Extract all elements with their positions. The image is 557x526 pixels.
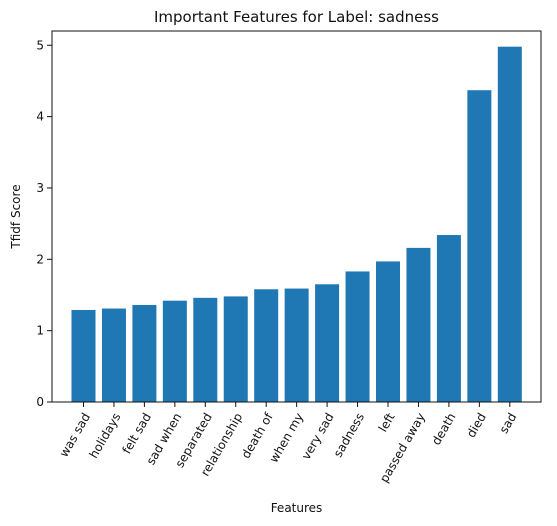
y-tick-label: 2 [36, 252, 44, 266]
bar [193, 297, 218, 402]
bar [467, 90, 492, 402]
bar [71, 309, 96, 402]
bar [436, 235, 461, 402]
y-tick-label: 1 [36, 324, 44, 338]
bar [162, 300, 187, 402]
x-axis-label: Features [271, 501, 323, 515]
x-tick-label: left [376, 410, 398, 434]
bar [101, 308, 126, 402]
bar [315, 284, 340, 402]
y-tick-label: 3 [36, 181, 44, 195]
chart-title: Important Features for Label: sadness [154, 8, 439, 26]
x-tick-label: sad [497, 411, 520, 436]
y-tick-label: 5 [36, 38, 44, 52]
y-axis-label: Tfidf Score [9, 184, 23, 249]
bar [345, 271, 370, 402]
bar [254, 289, 279, 402]
y-tick-label: 4 [36, 110, 44, 124]
x-tick-label: death [429, 411, 458, 448]
bar [284, 288, 309, 402]
bar [223, 296, 248, 402]
bar [497, 46, 522, 402]
bar [132, 304, 157, 402]
y-tick-label: 0 [36, 395, 44, 409]
x-tick-label: died [464, 410, 489, 439]
bar [376, 261, 400, 402]
bar [406, 247, 431, 402]
